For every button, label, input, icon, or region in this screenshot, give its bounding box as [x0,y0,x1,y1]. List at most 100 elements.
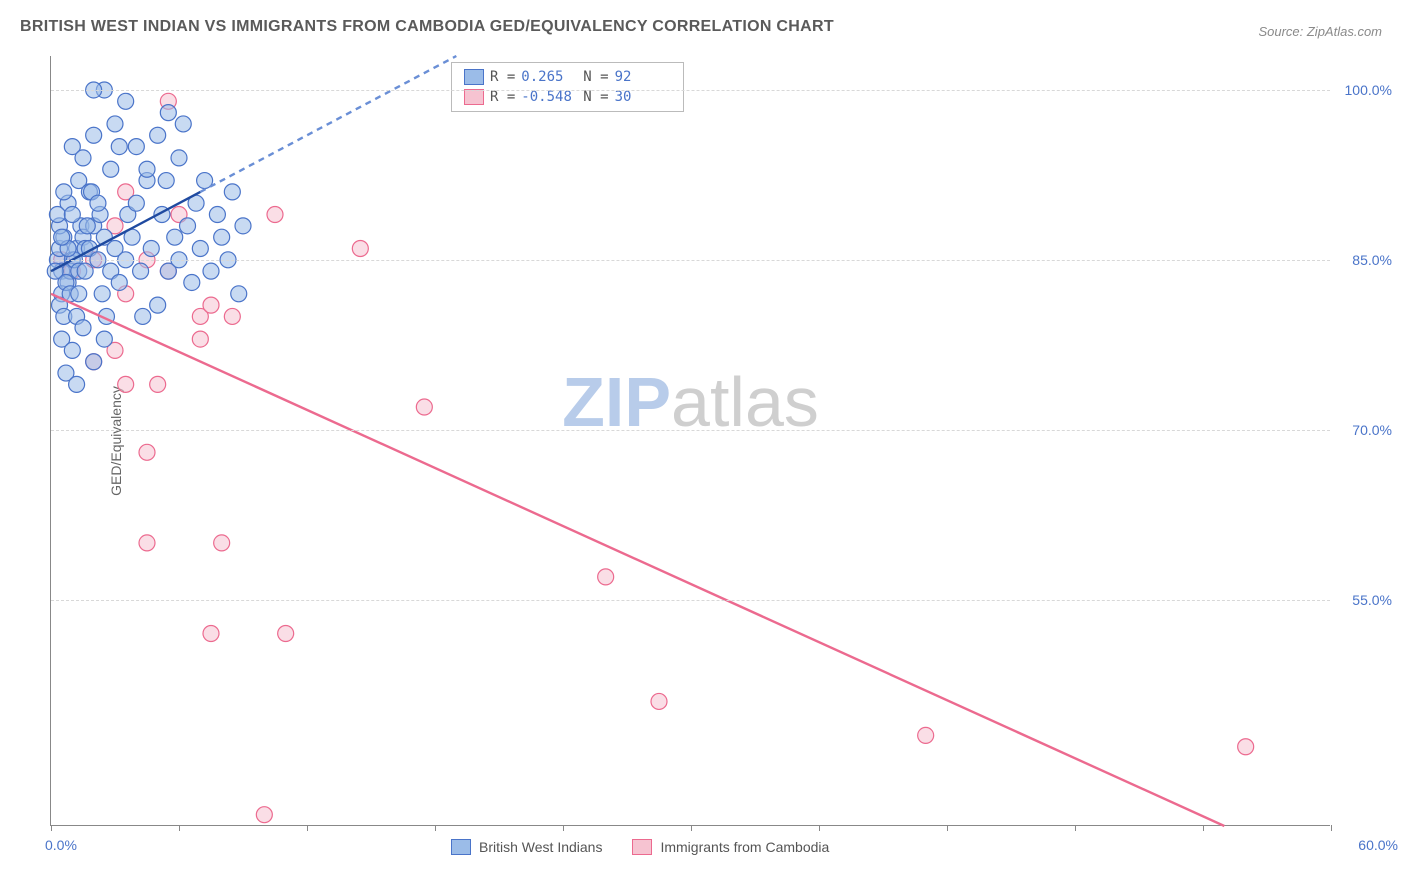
scatter-point [133,263,149,279]
r-label: R = [490,89,515,105]
scatter-point [184,274,200,290]
scatter-point [651,693,667,709]
scatter-point [77,263,93,279]
scatter-point [111,274,127,290]
y-tick-label: 55.0% [1336,592,1392,608]
x-tick [947,825,948,831]
n-label: N = [583,69,608,85]
n-value-pink: 30 [615,89,671,105]
scatter-point [278,626,294,642]
scatter-point [160,105,176,121]
scatter-point [203,626,219,642]
scatter-point [139,535,155,551]
scatter-point [192,331,208,347]
scatter-point [86,354,102,370]
plot-area: GED/Equivalency ZIPatlas R = 0.265 N = 9… [50,56,1330,826]
x-tick [1203,825,1204,831]
scatter-point [598,569,614,585]
scatter-point [167,229,183,245]
y-tick-label: 100.0% [1336,82,1392,98]
scatter-point [224,184,240,200]
legend-label-blue: British West Indians [479,839,602,855]
n-value-blue: 92 [615,69,671,85]
scatter-point [203,263,219,279]
scatter-point [135,308,151,324]
source-attribution: Source: ZipAtlas.com [1258,24,1382,39]
gridline [51,430,1330,431]
x-tick-label-last: 60.0% [1358,837,1398,853]
legend-series: British West Indians Immigrants from Cam… [451,839,829,855]
legend-stats: R = 0.265 N = 92 R = -0.548 N = 30 [451,62,684,112]
scatter-point [64,207,80,223]
scatter-point [118,93,134,109]
scatter-point [192,241,208,257]
x-tick [51,825,52,831]
swatch-pink-icon [464,89,484,105]
scatter-point [231,286,247,302]
scatter-point [224,308,240,324]
scatter-point [75,320,91,336]
gridline [51,600,1330,601]
scatter-point [49,207,65,223]
x-tick [435,825,436,831]
scatter-point [64,342,80,358]
swatch-blue-icon [451,839,471,855]
scatter-point [94,286,110,302]
scatter-point [128,139,144,155]
x-tick [1331,825,1332,831]
scatter-point [171,150,187,166]
scatter-point [111,139,127,155]
x-tick [819,825,820,831]
scatter-point [150,297,166,313]
scatter-point [150,127,166,143]
r-label: R = [490,69,515,85]
scatter-point [203,297,219,313]
scatter-point [75,150,91,166]
scatter-point [143,241,159,257]
gridline [51,90,1330,91]
scatter-point [256,807,272,823]
y-tick-label: 85.0% [1336,252,1392,268]
scatter-point [180,218,196,234]
y-tick-label: 70.0% [1336,422,1392,438]
legend-label-pink: Immigrants from Cambodia [660,839,829,855]
swatch-pink-icon [632,839,652,855]
scatter-point [139,444,155,460]
scatter-point [96,331,112,347]
scatter-point [352,241,368,257]
x-tick [691,825,692,831]
scatter-point [56,184,72,200]
scatter-point [118,376,134,392]
scatter-point [1238,739,1254,755]
legend-item-pink: Immigrants from Cambodia [632,839,829,855]
scatter-point [71,286,87,302]
scatter-point [79,218,95,234]
scatter-point [90,195,106,211]
scatter-point [139,161,155,177]
scatter-point [150,376,166,392]
scatter-point [235,218,251,234]
x-tick-label-first: 0.0% [45,837,77,853]
r-value-blue: 0.265 [521,69,577,85]
swatch-blue-icon [464,69,484,85]
scatter-point [54,229,70,245]
scatter-point [416,399,432,415]
plot-svg [51,56,1330,825]
chart-title: BRITISH WEST INDIAN VS IMMIGRANTS FROM C… [20,18,834,36]
x-tick [179,825,180,831]
x-tick [563,825,564,831]
x-tick [307,825,308,831]
scatter-point [103,161,119,177]
n-label: N = [583,89,608,105]
gridline [51,260,1330,261]
trend-line [200,56,456,192]
scatter-point [214,229,230,245]
trend-line [51,294,1224,826]
scatter-point [918,727,934,743]
scatter-point [107,116,123,132]
scatter-point [128,195,144,211]
scatter-point [175,116,191,132]
scatter-point [214,535,230,551]
scatter-point [158,173,174,189]
r-value-pink: -0.548 [521,89,577,105]
